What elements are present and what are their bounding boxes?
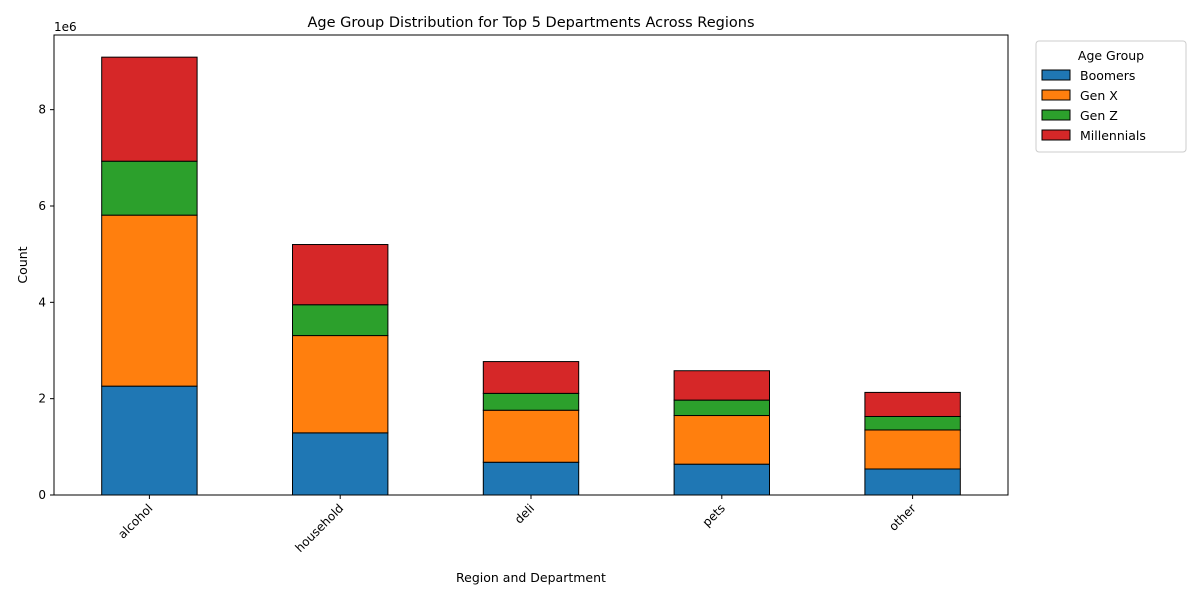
chart-title: Age Group Distribution for Top 5 Departm… — [307, 15, 754, 31]
plot-frame — [53, 34, 1009, 496]
y-tick-label: 2 — [38, 392, 46, 406]
y-tick-label: 8 — [38, 103, 46, 117]
legend-title: Age Group — [1078, 48, 1144, 63]
bar-pets-gen-z — [673, 399, 770, 417]
legend: Age Group Boomers Gen X Gen Z Millennials — [1035, 40, 1187, 153]
bar-pets-gen-x — [673, 415, 770, 465]
bar-other-boomers — [864, 468, 961, 496]
x-tick-label: alcohol — [115, 501, 155, 541]
legend-swatch — [1041, 109, 1071, 121]
legend-label: Gen X — [1080, 88, 1118, 103]
bar-pets-boomers — [673, 463, 770, 496]
legend-frame — [1035, 40, 1187, 153]
y-ticks-group: 0 2 4 6 8 — [38, 103, 54, 502]
y-axis-label: Count — [15, 246, 30, 283]
legend-swatch — [1041, 89, 1071, 101]
legend-label: Boomers — [1080, 68, 1135, 83]
y-tick-label: 0 — [38, 488, 46, 502]
bar-other-gen-x — [864, 429, 961, 470]
bar-other-millennials — [864, 391, 961, 417]
bar-deli-boomers — [482, 461, 580, 496]
bar-household-boomers — [292, 432, 389, 496]
bar-alcohol-millennials — [101, 56, 198, 162]
y-scale-label: 1e6 — [54, 20, 77, 34]
bar-deli-gen-z — [482, 392, 580, 411]
y-tick-label: 6 — [38, 199, 46, 213]
bar-deli-gen-x — [482, 409, 580, 463]
x-ticks-group: alcohol household deli pets other — [115, 495, 919, 555]
bar-pets-millennials — [673, 370, 770, 401]
x-tick-label: deli — [512, 501, 537, 526]
x-tick-label: pets — [700, 501, 728, 529]
legend-label: Gen Z — [1080, 108, 1118, 123]
bar-household-millennials — [292, 244, 389, 306]
bar-other-gen-z — [864, 415, 961, 431]
bars-group — [101, 56, 961, 496]
bar-household-gen-z — [292, 304, 389, 337]
x-tick-label: other — [886, 501, 919, 534]
bar-deli-millennials — [482, 361, 580, 394]
x-tick-label: household — [293, 501, 347, 555]
bar-alcohol-gen-z — [101, 160, 198, 216]
bar-household-gen-x — [292, 335, 389, 434]
bar-alcohol-boomers — [101, 385, 198, 496]
legend-swatch — [1041, 129, 1071, 141]
bar-alcohol-gen-x — [101, 214, 198, 387]
y-tick-label: 4 — [38, 295, 46, 309]
legend-swatch — [1041, 69, 1071, 81]
legend-label: Millennials — [1080, 128, 1146, 143]
x-axis-label: Region and Department — [456, 570, 606, 585]
